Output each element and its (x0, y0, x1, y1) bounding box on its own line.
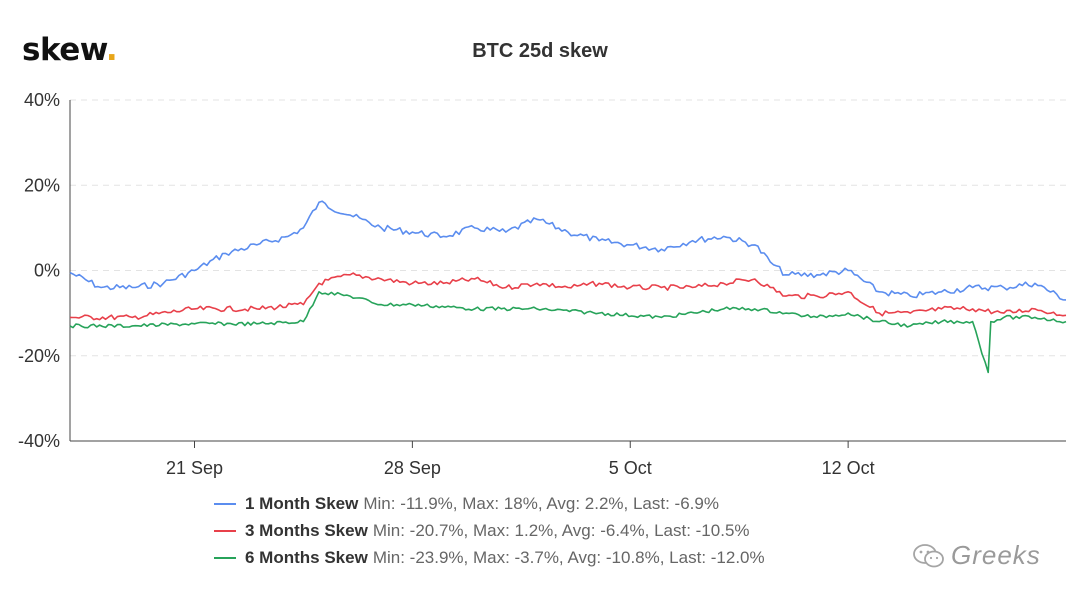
watermark: Greeks (912, 540, 1041, 571)
y-tick-label: -20% (18, 346, 60, 366)
legend-item[interactable]: 3 Months Skew Min: -20.7%, Max: 1.2%, Avg… (214, 517, 765, 544)
x-tick-label: 12 Oct (822, 458, 875, 478)
legend-series-name: 1 Month Skew (245, 494, 359, 513)
series-line-3 (69, 291, 1067, 374)
x-tick-label: 21 Sep (166, 458, 223, 478)
x-tick-label: 28 Sep (384, 458, 441, 478)
skew-logo: skew. (22, 32, 118, 68)
legend-series-stats: Min: -23.9%, Max: -3.7%, Avg: -10.8%, La… (372, 548, 765, 567)
x-tick-label: 5 Oct (609, 458, 652, 478)
series-line-2 (69, 272, 1067, 321)
brand-dot: . (105, 32, 118, 68)
legend-swatch (214, 502, 236, 505)
brand-name: skew (22, 32, 106, 68)
series-line-1 (69, 200, 1067, 301)
legend[interactable]: 1 Month Skew Min: -11.9%, Max: 18%, Avg: … (214, 490, 765, 571)
legend-item[interactable]: 6 Months Skew Min: -23.9%, Max: -3.7%, Av… (214, 544, 765, 571)
legend-series-name: 6 Months Skew (245, 548, 368, 567)
grid-layer (70, 99, 1066, 357)
y-tick-label: 20% (24, 175, 60, 195)
y-tick-label: 0% (34, 261, 60, 281)
y-tick-label: -40% (18, 431, 60, 451)
legend-series-stats: Min: -11.9%, Max: 18%, Avg: 2.2%, Last: … (363, 494, 719, 513)
chart-title: BTC 25d skew (472, 40, 608, 62)
watermark-text: Greeks (951, 540, 1041, 570)
series-layer (69, 200, 1067, 374)
y-tick-label: 40% (24, 90, 60, 110)
legend-series-stats: Min: -20.7%, Max: 1.2%, Avg: -6.4%, Last… (372, 521, 750, 540)
legend-swatch (214, 556, 236, 559)
legend-swatch (214, 529, 236, 532)
legend-item[interactable]: 1 Month Skew Min: -11.9%, Max: 18%, Avg: … (214, 490, 765, 517)
wechat-icon (913, 543, 944, 567)
legend-series-name: 3 Months Skew (245, 521, 368, 540)
axis-layer: 40% 20% 0% -20% -40% 21 Sep 28 Sep 5 Oct 12 Oct (18, 90, 1066, 478)
